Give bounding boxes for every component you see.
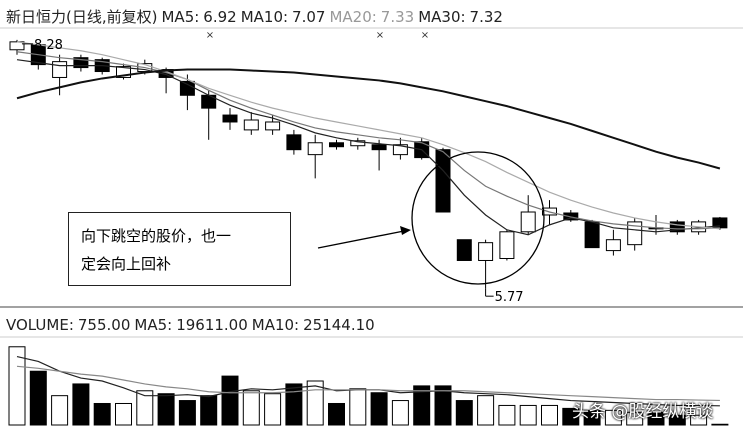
candle-body	[286, 134, 302, 151]
volume-bar	[115, 402, 132, 426]
volume-bar	[221, 375, 239, 426]
candle-body	[605, 239, 621, 252]
volume-bar	[541, 404, 558, 426]
volume-bar	[413, 385, 431, 426]
volume-bar	[519, 404, 537, 426]
candle-body	[478, 242, 494, 261]
candle-body	[179, 80, 195, 96]
ma-line	[16, 51, 720, 230]
volume-header: VOLUME: 755.00 MA5: 19611.00 MA10: 25144.10	[6, 316, 379, 334]
price-header: 新日恒力(日线,前复权) MA5: 6.92 MA10: 7.07 MA20: 7.33 MA…	[6, 6, 507, 27]
volume-bar	[8, 346, 26, 426]
volume-bar	[306, 380, 324, 426]
annotation-line: 定会向上回补	[81, 255, 172, 273]
ma-line	[16, 68, 721, 170]
chart-title: VOLUME:	[6, 316, 74, 334]
candle-body	[307, 142, 323, 156]
candle-body	[329, 142, 344, 148]
volume-bar	[72, 383, 90, 426]
legend-value: 7.33	[380, 8, 415, 26]
volume-bar	[349, 388, 367, 426]
candle-body	[222, 114, 238, 123]
legend-value: 19611.00	[176, 316, 248, 334]
candle-body	[520, 211, 536, 233]
candle-body	[435, 149, 451, 213]
candle-body	[392, 144, 408, 156]
pointer-arrowhead	[400, 226, 411, 235]
candle-body	[456, 239, 472, 261]
volume-bar	[626, 411, 644, 426]
legend-name: MA5:	[134, 316, 173, 334]
volume-bar	[264, 393, 282, 426]
legend-value: 25144.10	[303, 316, 375, 334]
low-label: 5.77	[495, 290, 524, 305]
volume-bar	[647, 411, 665, 426]
watermark: 头条 @股经纵横谈	[572, 402, 714, 422]
volume-bar	[51, 395, 69, 426]
legend-name: MA20:	[329, 8, 377, 26]
marker: ×	[206, 30, 214, 41]
volume-bar	[136, 390, 154, 426]
volume-bar	[93, 402, 111, 426]
volume-bar	[391, 400, 409, 426]
volume-bar	[477, 395, 495, 426]
volume-bar	[711, 423, 729, 426]
candle-body	[243, 119, 259, 131]
candle-body	[669, 221, 685, 233]
legend-value: 7.07	[292, 8, 326, 26]
ma-line	[16, 59, 720, 236]
volume-bar	[285, 383, 303, 426]
volume-bar	[434, 385, 452, 426]
legend-value: 6.92	[203, 8, 237, 26]
volume-bar	[604, 409, 622, 426]
candle-body	[627, 221, 643, 246]
candle-body	[265, 121, 281, 131]
volume-bar	[455, 400, 473, 426]
volume-bar	[583, 409, 601, 426]
volume-bar	[242, 390, 260, 426]
candle-body	[499, 231, 515, 260]
volume-bar	[328, 402, 345, 426]
highlight-circle	[411, 151, 545, 285]
pointer-arrow	[317, 230, 405, 249]
ma-line	[16, 41, 720, 230]
volume-bar	[370, 392, 388, 426]
volume-bar	[690, 414, 708, 426]
legend-value: 7.32	[469, 8, 503, 26]
high-label: 8.28	[34, 38, 63, 53]
volume-bar	[498, 404, 516, 426]
volume-ma-line	[16, 365, 720, 402]
candle-body	[116, 66, 131, 78]
volume-bar	[178, 400, 196, 426]
candle-body	[584, 221, 600, 249]
volume-bar	[200, 395, 218, 426]
marker: ×	[421, 30, 429, 41]
legend-name: MA10:	[240, 8, 289, 26]
candle-body	[371, 144, 387, 151]
marker: ×	[376, 30, 384, 41]
candle-body	[73, 57, 89, 69]
candle-body	[350, 140, 366, 147]
volume-bar	[29, 370, 47, 426]
annotation-box: 向下跳空的股价，也一 定会向上回补	[68, 212, 291, 286]
candle-body	[52, 61, 68, 78]
volume-bar	[668, 414, 686, 426]
volume-bar	[562, 407, 580, 426]
legend-value: 755.00	[77, 316, 131, 334]
chart-title: 新日恒力(日线,前复权)	[6, 8, 158, 26]
legend-name: MA30:	[418, 8, 466, 26]
legend-name: MA10:	[251, 316, 300, 334]
volume-bar	[157, 393, 175, 426]
legend-name: MA5:	[161, 8, 200, 26]
annotation-line: 向下跳空的股价，也一	[81, 227, 232, 245]
